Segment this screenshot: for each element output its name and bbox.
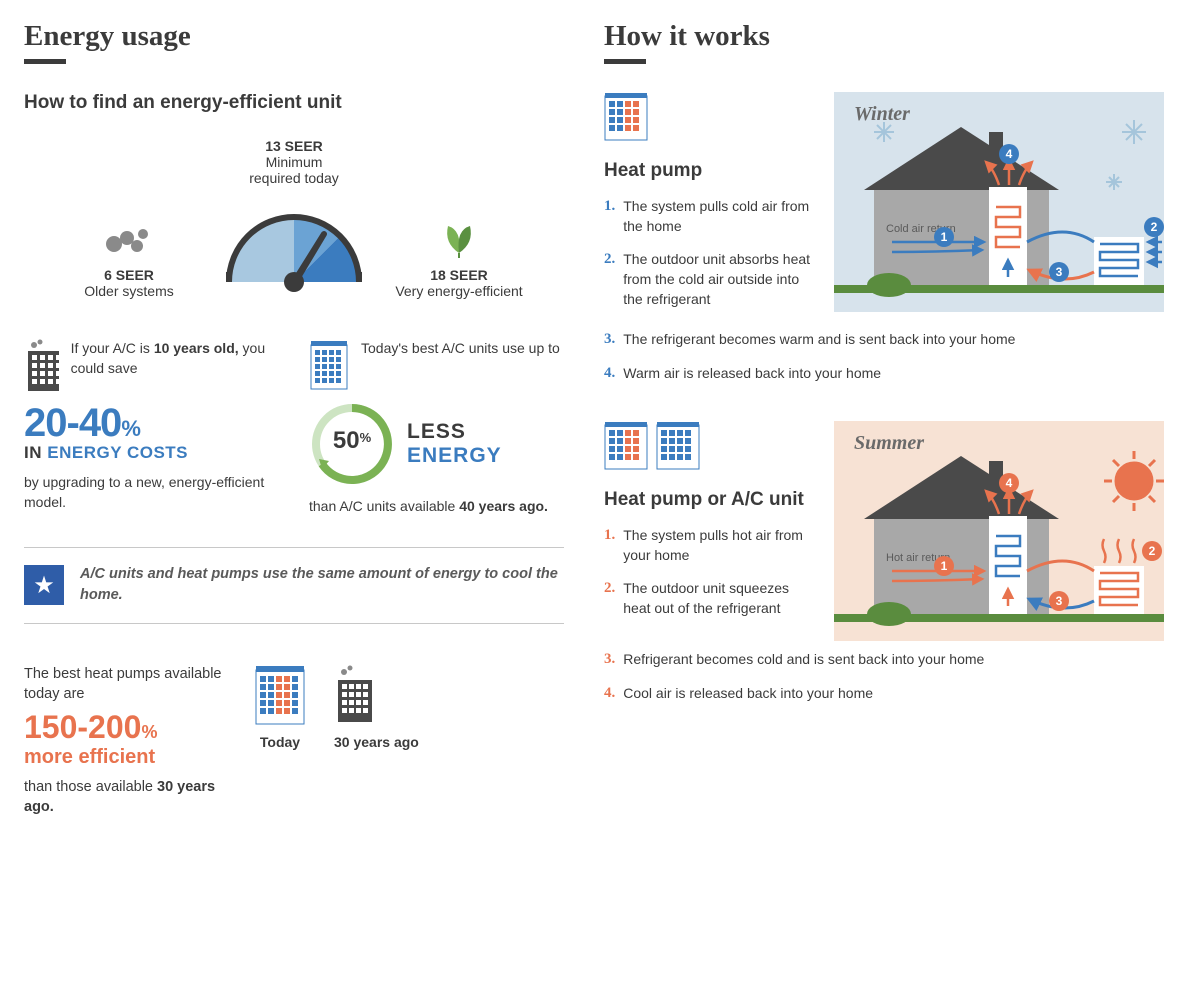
svg-text:3: 3: [1056, 265, 1063, 279]
old-building-icon: [24, 339, 59, 393]
seer-gauge-row: 6 SEER Older systems 13 SEER Minimumrequ…: [24, 138, 564, 299]
svg-text:1: 1: [941, 559, 948, 573]
svg-text:4: 4: [1006, 147, 1013, 161]
svg-text:4: 4: [1006, 476, 1013, 490]
star-icon: ★: [24, 565, 64, 605]
svg-text:3: 3: [1056, 594, 1063, 608]
energy-usage-title: Energy usage: [24, 20, 564, 53]
today-icon: Today: [254, 664, 306, 750]
svg-text:1: 1: [941, 230, 948, 244]
gauge-center: 13 SEER Minimumrequired today: [209, 138, 379, 299]
gauge-icon: [209, 194, 379, 294]
gauge-right-label: 18 SEER Very energy-efficient: [389, 218, 529, 299]
svg-text:50%: 50%: [333, 427, 372, 454]
old-icon: 30 years ago: [334, 664, 419, 750]
stat-savings: If your A/C is 10 years old, you could s…: [24, 339, 279, 517]
energy-subtitle: How to find an energy-efficient unit: [24, 92, 564, 114]
heat-pump-icon: [604, 92, 814, 142]
summer-section: Heat pump or A/C unit 1.The system pulls…: [604, 421, 1164, 705]
heat-pump-ac-icons: [604, 421, 814, 471]
winter-section: Heat pump 1.The system pulls cold air fr…: [604, 92, 1164, 385]
smoke-icon: [99, 222, 159, 258]
leaf-icon: [434, 218, 484, 258]
svg-text:Summer: Summer: [854, 432, 924, 454]
stat-less-energy: Today's best A/C units use up to 50% LES…: [309, 339, 564, 517]
svg-text:2: 2: [1149, 544, 1156, 558]
info-note: ★ A/C units and heat pumps use the same …: [24, 547, 564, 625]
stat-savings-value: 20-40%: [24, 403, 279, 443]
how-it-works-title: How it works: [604, 20, 1164, 53]
efficiency-comparison: The best heat pumps available today are …: [24, 664, 564, 817]
percent-circle-icon: 50%: [309, 401, 395, 487]
svg-text:Winter: Winter: [854, 103, 910, 125]
stats-row: If your A/C is 10 years old, you could s…: [24, 339, 564, 517]
winter-diagram: Winter: [834, 92, 1164, 312]
summer-steps: 1.The system pulls hot air from your hom…: [604, 525, 814, 618]
winter-steps: 1.The system pulls cold air from the hom…: [604, 196, 814, 309]
summer-diagram: Summer: [834, 421, 1164, 641]
title-underline: [604, 59, 646, 64]
summer-steps-cont: 3. Refrigerant becomes cold and is sent …: [604, 649, 1164, 705]
title-underline: [24, 59, 66, 64]
svg-text:2: 2: [1151, 220, 1158, 234]
new-building-icon: [309, 339, 349, 391]
gauge-left-label: 6 SEER Older systems: [59, 222, 199, 299]
winter-steps-cont: 3.The refrigerant becomes warm and is se…: [604, 329, 1164, 385]
